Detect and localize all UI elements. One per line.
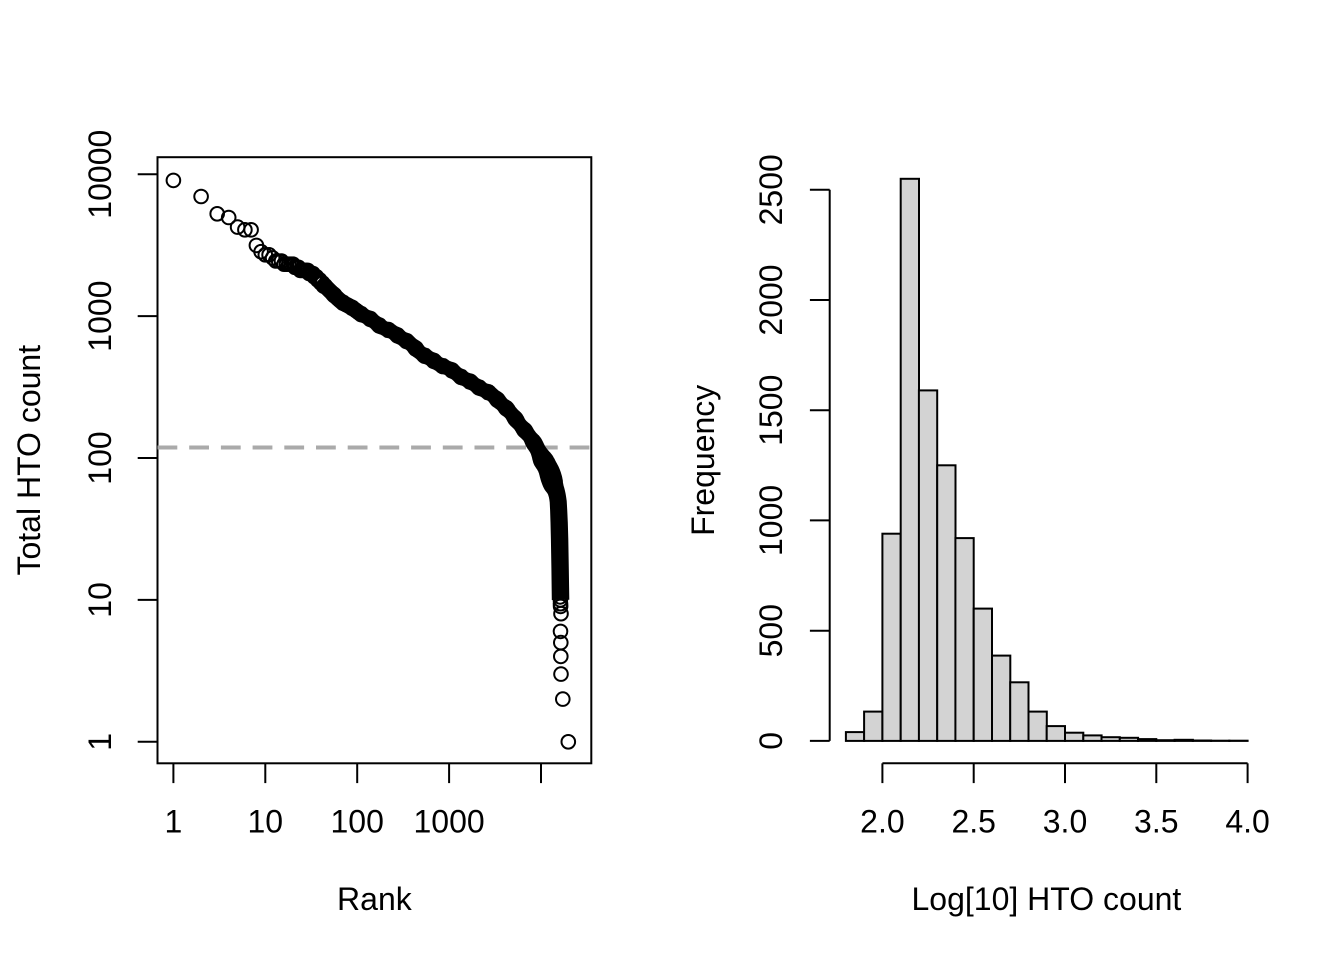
svg-text:1: 1 xyxy=(165,803,183,839)
svg-text:2.5: 2.5 xyxy=(951,803,995,839)
svg-text:10: 10 xyxy=(82,582,118,618)
svg-text:2500: 2500 xyxy=(753,154,789,225)
svg-text:1500: 1500 xyxy=(753,375,789,446)
svg-text:10: 10 xyxy=(248,803,284,839)
svg-text:1000: 1000 xyxy=(753,485,789,556)
svg-text:0: 0 xyxy=(753,732,789,750)
svg-text:500: 500 xyxy=(753,604,789,657)
svg-text:3.0: 3.0 xyxy=(1043,803,1087,839)
svg-text:2.0: 2.0 xyxy=(860,803,904,839)
svg-text:2000: 2000 xyxy=(753,264,789,335)
svg-text:10000: 10000 xyxy=(82,130,118,219)
svg-text:Log[10] HTO count: Log[10] HTO count xyxy=(912,881,1182,917)
svg-text:1000: 1000 xyxy=(414,803,485,839)
svg-text:3.5: 3.5 xyxy=(1134,803,1178,839)
svg-text:Rank: Rank xyxy=(337,881,413,917)
svg-text:100: 100 xyxy=(82,431,118,484)
svg-text:Total HTO count: Total HTO count xyxy=(11,345,47,576)
svg-text:100: 100 xyxy=(331,803,384,839)
svg-text:1: 1 xyxy=(82,733,118,751)
svg-text:4.0: 4.0 xyxy=(1225,803,1269,839)
svg-text:1000: 1000 xyxy=(82,281,118,352)
svg-text:Frequency: Frequency xyxy=(685,385,721,536)
